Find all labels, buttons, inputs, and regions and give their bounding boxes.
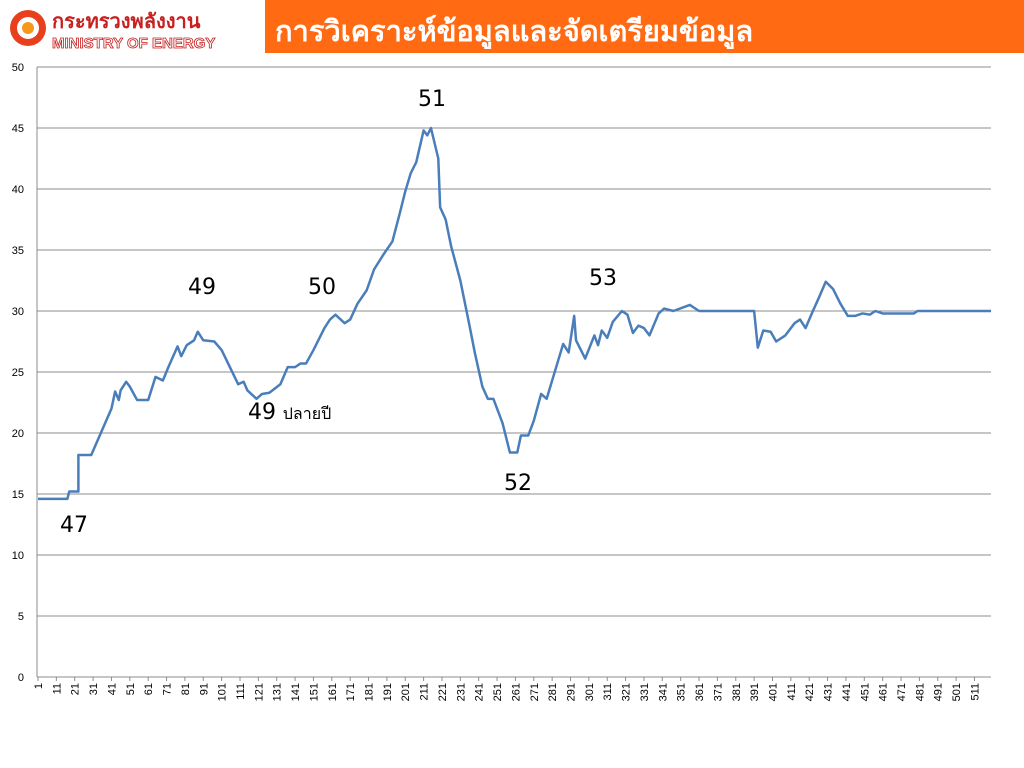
y-tick-label: 10 [12,550,24,562]
x-tick-label: 501 [951,683,963,701]
x-tick-label: 31 [88,683,100,695]
x-tick-label: 381 [731,683,743,701]
x-tick-label: 131 [272,683,284,701]
logo-emblem-core [22,22,34,34]
y-tick-label: 35 [12,245,24,257]
logo: กระทรวงพลังงาน MINISTRY OF ENERGY [10,9,216,52]
x-tick-label: 91 [198,683,210,695]
x-tick-label: 251 [492,683,504,701]
x-tick-label: 61 [143,683,155,695]
x-tick-label: 171 [345,683,357,701]
x-tick-label: 321 [621,683,633,701]
x-tick-label: 241 [474,683,486,701]
x-tick-label: 201 [400,683,412,701]
x-tick-label: 331 [639,683,651,701]
x-tick-label: 411 [786,683,798,701]
x-tick-label: 261 [510,683,522,701]
x-tick-label: 491 [933,683,945,701]
y-tick-label: 5 [18,611,24,623]
x-tick-label: 121 [253,683,265,701]
x-tick-label: 311 [602,683,614,701]
x-tick-label: 81 [180,683,192,695]
x-tick-label: 401 [767,683,779,701]
y-tick-label: 40 [12,184,24,196]
x-tick-label: 431 [823,683,835,701]
x-tick-label: 461 [878,683,890,701]
logo-thai: กระทรวงพลังงาน [52,9,201,33]
x-tick-label: 441 [841,683,853,701]
slide-title: การวิเคราะห์ข้อมูลและจัดเตรียมข้อมูล [275,14,754,48]
annotation: 49 [248,400,276,425]
x-tick-label: 71 [162,683,174,695]
annotation: 51 [418,87,446,112]
x-tick-label: 271 [529,683,541,701]
x-tick-label: 41 [106,683,118,695]
x-tick-label: 391 [749,683,761,701]
x-tick-label: 231 [455,683,467,701]
y-tick-label: 45 [12,123,24,135]
x-tick-label: 111 [235,683,247,700]
x-tick-label: 371 [712,683,724,701]
x-tick-label: 101 [217,683,229,701]
annotation: 50 [308,275,336,300]
header: กระทรวงพลังงาน MINISTRY OF ENERGY การวิเ… [0,0,1024,55]
x-tick-label: 151 [308,683,320,701]
x-tick-label: 421 [804,683,816,701]
x-tick-label: 1 [33,683,45,689]
x-tick-label: 141 [290,683,302,701]
x-tick-label: 291 [566,683,578,701]
x-tick-label: 281 [547,683,559,701]
title-bar: การวิเคราะห์ข้อมูลและจัดเตรียมข้อมูล [265,0,1024,53]
y-tick-label: 15 [12,489,24,501]
x-tick-label: 481 [914,683,926,701]
y-tick-label: 25 [12,367,24,379]
y-tick-label: 50 [12,62,24,74]
x-tick-label: 181 [364,683,376,701]
x-tick-label: 341 [657,683,669,701]
annotation: ปลายปี [283,404,331,423]
x-tick-label: 211 [419,683,431,701]
x-tick-label: 161 [327,683,339,701]
x-tick-label: 221 [437,683,449,701]
annotation: 49 [188,275,216,300]
x-tick-label: 511 [969,683,981,701]
annotation: 52 [504,471,532,496]
line-series [38,126,991,501]
x-tick-label: 301 [584,683,596,701]
x-tick-label: 361 [694,683,706,701]
x-tick-label: 351 [676,683,688,701]
x-tick-label: 51 [125,683,137,695]
x-tick-label: 191 [382,683,394,701]
y-tick-label: 30 [12,306,24,318]
logo-english: MINISTRY OF ENERGY [52,35,215,52]
x-tick-label: 451 [859,683,871,701]
annotation: 47 [60,513,88,538]
y-tick-label: 20 [12,428,24,440]
x-tick-label: 471 [896,683,908,701]
annotation: 53 [589,266,617,291]
x-tick-label: 11 [51,683,63,694]
y-tick-label: 0 [18,672,24,684]
x-tick-label: 21 [70,683,82,695]
